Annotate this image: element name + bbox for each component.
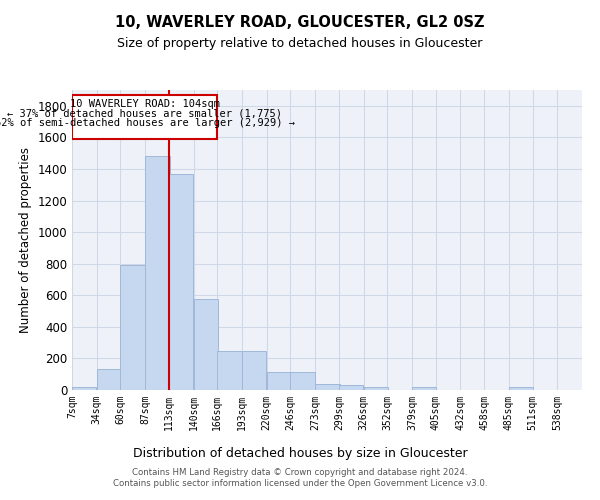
Bar — [169, 174, 193, 390]
Text: 10, WAVERLEY ROAD, GLOUCESTER, GL2 0SZ: 10, WAVERLEY ROAD, GLOUCESTER, GL2 0SZ — [115, 15, 485, 30]
Text: 10 WAVERLEY ROAD: 104sqm: 10 WAVERLEY ROAD: 104sqm — [70, 98, 220, 108]
Y-axis label: Number of detached properties: Number of detached properties — [19, 147, 32, 333]
Bar — [121, 266, 145, 390]
Bar — [97, 368, 121, 390]
Text: 62% of semi-detached houses are larger (2,929) →: 62% of semi-detached houses are larger (… — [0, 118, 295, 128]
Bar — [412, 387, 436, 390]
Bar — [509, 387, 533, 390]
Bar — [364, 387, 388, 390]
Bar — [290, 372, 315, 390]
Bar — [217, 352, 242, 390]
Bar — [145, 156, 170, 390]
Text: Contains HM Land Registry data © Crown copyright and database right 2024.
Contai: Contains HM Land Registry data © Crown c… — [113, 468, 487, 487]
Bar — [72, 387, 97, 390]
Bar — [242, 352, 266, 390]
Text: ← 37% of detached houses are smaller (1,775): ← 37% of detached houses are smaller (1,… — [7, 108, 282, 118]
Bar — [315, 384, 340, 390]
Text: Distribution of detached houses by size in Gloucester: Distribution of detached houses by size … — [133, 448, 467, 460]
Text: Size of property relative to detached houses in Gloucester: Size of property relative to detached ho… — [118, 38, 482, 51]
Bar — [72, 94, 217, 139]
Bar — [339, 386, 363, 390]
Bar — [194, 299, 218, 390]
Bar — [266, 372, 291, 390]
